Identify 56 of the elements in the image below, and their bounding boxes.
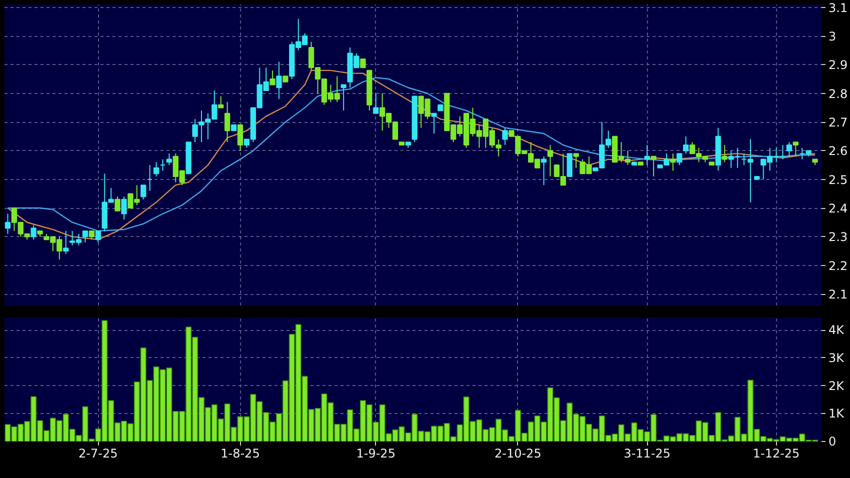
candlestick (683, 136, 689, 154)
candlestick (373, 92, 379, 114)
candlestick (780, 144, 786, 160)
candlestick (786, 142, 792, 157)
candlestick (95, 230, 101, 243)
candlestick (224, 101, 230, 143)
candlestick (650, 156, 656, 177)
candlestick (82, 230, 88, 243)
y-tick-label: 1K (828, 406, 846, 421)
candlestick (160, 158, 166, 172)
candlestick (431, 112, 437, 134)
y-tick-label: 3K (828, 350, 846, 365)
candlestick (114, 196, 120, 212)
candlestick (140, 184, 146, 200)
x-tick-label: 3-11-25 (624, 446, 671, 460)
y-tick-label: 2.1 (828, 288, 848, 302)
candlestick (566, 153, 572, 177)
y-tick-label: 2.8 (828, 86, 848, 101)
x-tick-label: 1-9-25 (356, 446, 396, 460)
candlestick (153, 162, 160, 177)
candlestick (4, 213, 11, 234)
y-tick-label: 2.7 (828, 116, 848, 130)
y-tick-label: 3 (828, 30, 836, 44)
candlestick (670, 153, 676, 172)
y-tick-label: 3.1 (828, 0, 848, 15)
candlestick (121, 196, 127, 220)
y-tick-label: 2.6 (828, 144, 848, 158)
candlestick (502, 127, 508, 146)
candlestick (146, 164, 153, 192)
candlestick (340, 84, 346, 112)
candlestick (540, 156, 547, 186)
candlestick (63, 230, 69, 254)
candlestick (276, 61, 282, 100)
candlestick (792, 142, 798, 157)
y-tick-label: 2.9 (828, 58, 848, 72)
x-tick-label: 1-8-25 (220, 446, 260, 460)
y-tick-label: 4K (828, 323, 846, 338)
candlestick (237, 124, 244, 152)
x-tick-label: 1-12-25 (752, 446, 800, 460)
y-tick-label: 0 (828, 434, 836, 448)
y-tick-label: 2.5 (828, 172, 848, 187)
candlestick (218, 96, 224, 108)
x-tick-label: 2-10-25 (494, 446, 542, 460)
y-tick-label: 2K (828, 378, 846, 393)
y-tick-label: 2.4 (828, 202, 848, 216)
y-tick-label: 2.2 (828, 258, 848, 273)
candlestick (547, 144, 554, 177)
candlestick (722, 144, 728, 163)
candlestick (573, 153, 579, 168)
candlestick (270, 70, 276, 86)
candlestick (676, 153, 682, 166)
candlestick (30, 224, 36, 240)
candlestick (644, 144, 650, 166)
x-tick-label: 2-7-25 (78, 446, 118, 460)
candlestick (166, 153, 172, 166)
y-tick-label: 2.3 (828, 230, 848, 244)
